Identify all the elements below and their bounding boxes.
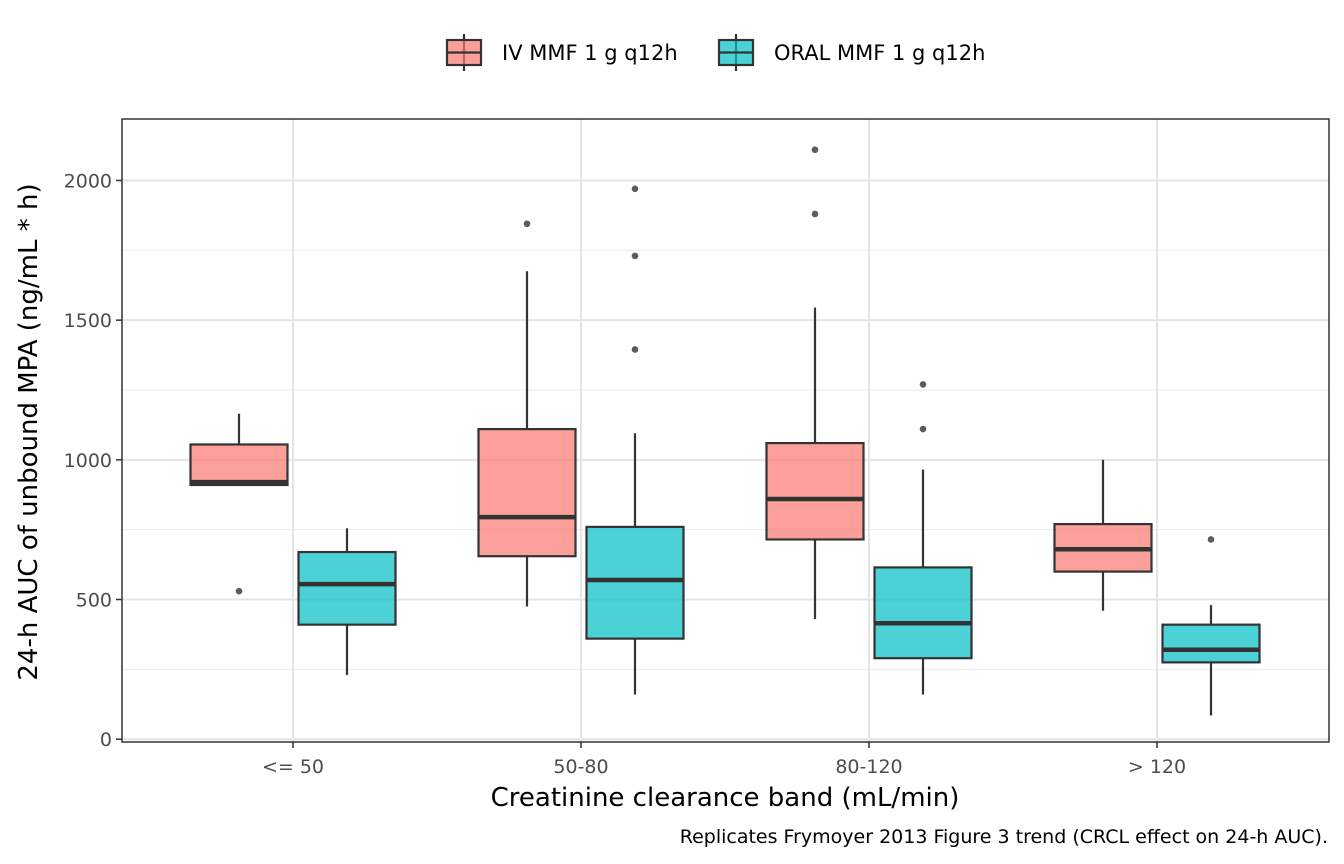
boxes	[189, 146, 1261, 716]
outlier-point	[235, 587, 243, 595]
panel-border	[121, 118, 1330, 743]
box-body	[765, 441, 865, 541]
x-axis: <= 50 50-80 80-120 > 120	[262, 742, 1186, 778]
box-body	[189, 443, 289, 487]
x-tick-label: 80-120	[835, 756, 902, 778]
legend: IV MMF 1 g q12h ORAL MMF 1 g q12h	[445, 34, 985, 71]
outlier-point	[631, 185, 639, 193]
box-body	[1161, 623, 1261, 664]
x-axis-title: Creatinine clearance band (mL/min)	[491, 783, 960, 813]
outlier-point	[811, 146, 819, 154]
box-iv	[189, 413, 289, 595]
box-iv	[1053, 459, 1153, 611]
box-oral	[1161, 536, 1261, 716]
box-oral	[585, 185, 685, 695]
box-body	[585, 525, 685, 640]
outlier-point	[1207, 536, 1215, 543]
y-tick-label: 500	[76, 590, 112, 612]
y-tick-label: 2000	[64, 170, 112, 192]
box-body	[873, 566, 973, 660]
y-tick-label: 1000	[64, 450, 112, 472]
box-oral	[297, 528, 397, 675]
outlier-point	[919, 425, 927, 433]
legend-item-oral: ORAL MMF 1 g q12h	[717, 34, 985, 71]
outlier-point	[631, 346, 639, 353]
y-axis-title: 24-h AUC of unbound MPA (ng/mL * h)	[14, 183, 44, 680]
box-iv	[765, 146, 865, 620]
y-axis: 0 500 1000 1500 2000	[64, 170, 122, 751]
x-tick-label: <= 50	[262, 756, 324, 778]
x-tick-label: > 120	[1128, 756, 1186, 778]
caption: Replicates Frymoyer 2013 Figure 3 trend …	[680, 826, 1328, 848]
plot-panel	[122, 119, 1329, 742]
outlier-point	[811, 210, 819, 218]
outlier-point	[919, 381, 927, 388]
outlier-point	[631, 252, 639, 260]
y-tick-label: 1500	[64, 310, 112, 332]
legend-label: IV MMF 1 g q12h	[502, 41, 678, 65]
outlier-point	[523, 220, 531, 228]
y-tick-label: 0	[100, 729, 112, 751]
box-oral	[873, 381, 973, 695]
box-iv	[477, 220, 577, 607]
x-tick-label: 50-80	[553, 756, 608, 778]
box-body	[477, 428, 577, 558]
gridlines	[122, 119, 1329, 742]
legend-label: ORAL MMF 1 g q12h	[774, 41, 985, 65]
box-body	[297, 550, 397, 626]
legend-item-iv: IV MMF 1 g q12h	[445, 34, 678, 71]
